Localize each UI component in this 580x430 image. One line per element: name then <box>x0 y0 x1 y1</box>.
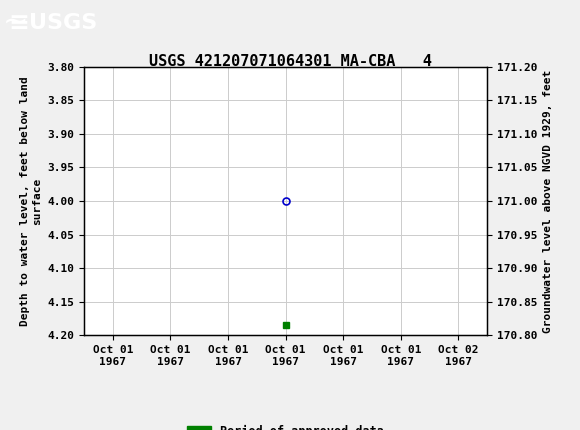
Y-axis label: Depth to water level, feet below land
surface: Depth to water level, feet below land su… <box>20 76 42 326</box>
Text: ~: ~ <box>3 8 28 37</box>
Text: ≡: ≡ <box>9 11 30 34</box>
Text: USGS 421207071064301 MA-CBA   4: USGS 421207071064301 MA-CBA 4 <box>148 54 432 69</box>
Legend: Period of approved data: Period of approved data <box>183 420 389 430</box>
Text: USGS: USGS <box>29 12 97 33</box>
Y-axis label: Groundwater level above NGVD 1929, feet: Groundwater level above NGVD 1929, feet <box>543 69 553 333</box>
